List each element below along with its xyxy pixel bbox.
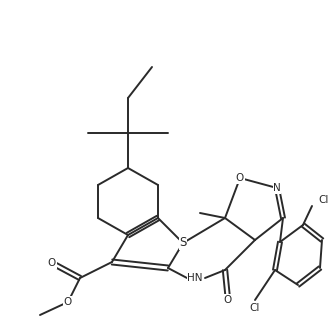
Text: S: S bbox=[179, 236, 187, 250]
Text: N: N bbox=[273, 183, 281, 193]
Text: Cl: Cl bbox=[318, 195, 328, 205]
Text: O: O bbox=[224, 295, 232, 305]
Text: O: O bbox=[48, 258, 56, 268]
Text: HN: HN bbox=[187, 273, 203, 283]
Text: O: O bbox=[64, 297, 72, 307]
Text: O: O bbox=[236, 173, 244, 183]
Text: Cl: Cl bbox=[250, 303, 260, 313]
